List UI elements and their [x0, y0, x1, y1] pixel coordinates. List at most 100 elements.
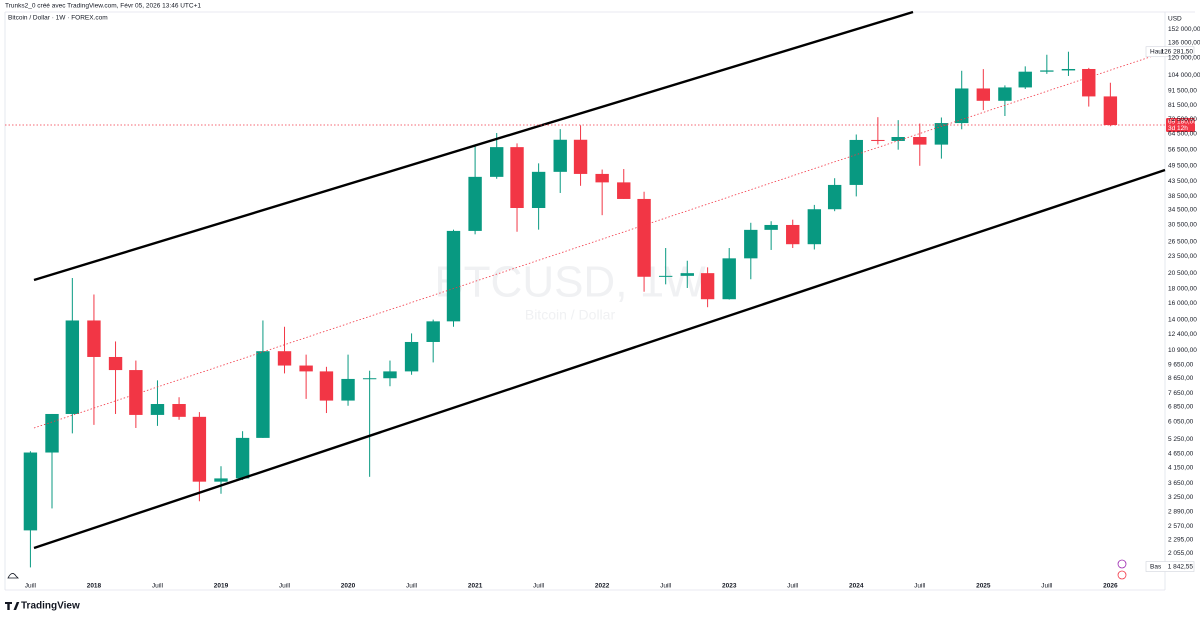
candle-body [23, 452, 38, 531]
candle-body [1082, 68, 1096, 97]
candle-body [192, 416, 207, 482]
candle-body [362, 378, 377, 380]
y-tick-label: 104 000,00 [1168, 72, 1200, 79]
candle-body [65, 320, 80, 414]
marker-label: 126 281,50 [1160, 48, 1193, 55]
candle-body [998, 87, 1012, 101]
channel-lower [33, 168, 1166, 550]
candle-body [235, 437, 250, 479]
candle-body [490, 147, 504, 177]
candle-body [807, 209, 822, 245]
event-icon[interactable] [1117, 570, 1127, 580]
icon [7, 573, 19, 579]
y-tick-label: 38 500,00 [1168, 193, 1197, 200]
candle-body [468, 176, 482, 231]
candle-body [637, 198, 651, 277]
x-tick-label: Juill [533, 583, 545, 590]
candle-body [129, 370, 143, 415]
candle-body [172, 404, 186, 417]
mid-line [33, 51, 1166, 429]
x-tick-label: Juill [152, 583, 164, 590]
candle-body [341, 378, 355, 401]
last-price-tag [1166, 118, 1195, 133]
y-tick-label: 16 000,00 [1168, 300, 1197, 307]
x-tick-label: Juill [406, 583, 418, 590]
candle-body [383, 371, 397, 379]
candle-body [680, 273, 694, 276]
candle-body [744, 229, 758, 259]
symbol-title: Bitcoin / Dollar · 1W · FOREX.com [8, 15, 108, 22]
countdown-label: 3d 12h [1168, 125, 1188, 132]
x-tick-label: 2026 [1103, 583, 1118, 590]
event-icon[interactable] [1117, 559, 1127, 569]
x-tick-label: Juill [787, 583, 799, 590]
candle-body [786, 224, 800, 245]
y-tick-label: 4 650,00 [1168, 451, 1194, 458]
candle-body [404, 341, 419, 372]
y-tick-label: 12 400,00 [1168, 331, 1197, 338]
y-tick-label: 6 050,00 [1168, 418, 1194, 425]
y-tick-label: 2 890,00 [1168, 508, 1194, 515]
y-tick-label: 4 150,00 [1168, 464, 1194, 471]
x-tick-label: 2021 [468, 583, 483, 590]
y-tick-label: 7 650,00 [1168, 390, 1194, 397]
y-tick-label: 3 250,00 [1168, 494, 1194, 501]
channel-upper [33, 10, 914, 282]
y-tick-label: 5 250,00 [1168, 436, 1194, 443]
y-tick-label: 10 900,00 [1168, 347, 1197, 354]
candle-body [827, 184, 842, 210]
y-tick-label: 43 500,00 [1168, 178, 1197, 185]
candle-body [214, 478, 228, 482]
last-price-label: 69 180,00 [1168, 119, 1197, 126]
marker-name: Bas [1150, 563, 1162, 570]
candle-body [446, 230, 461, 322]
candle-body [871, 139, 885, 141]
y-tick-label: 64 500,00 [1168, 130, 1197, 137]
currency: USD [1168, 16, 1182, 23]
candle-body [1040, 70, 1054, 72]
y-tick-label: 18 000,00 [1168, 286, 1197, 293]
y-tick-label: 20 500,00 [1168, 270, 1197, 277]
candle-body [934, 123, 949, 145]
x-tick-label: 2020 [341, 583, 356, 590]
candle-body [553, 139, 567, 172]
candle-body [849, 139, 863, 185]
y-tick-label: 72 500,00 [1168, 116, 1197, 123]
logo: TradingView [5, 601, 80, 612]
x-tick-label: Juill [279, 583, 291, 590]
marker-name: Haut [1150, 48, 1164, 55]
candle-body [277, 351, 292, 366]
y-tick-label: 2 055,00 [1168, 550, 1194, 557]
watermark: BTCUSD, 1W [434, 258, 706, 307]
y-tick-label: 6 850,00 [1168, 403, 1194, 410]
x-tick-label: Juill [660, 583, 672, 590]
candle-body [426, 321, 440, 342]
candles [23, 51, 1118, 568]
candle-body [87, 320, 101, 357]
y-tick-label: 2 570,00 [1168, 523, 1194, 530]
y-tick-label: 8 650,00 [1168, 375, 1194, 382]
candle-body [299, 365, 313, 372]
x-tick-label: Juill [1041, 583, 1053, 590]
y-tick-label: 3 650,00 [1168, 480, 1194, 487]
candle-body [108, 356, 123, 371]
marker-label: 1 842,55 [1168, 563, 1194, 570]
candle-body [150, 404, 165, 415]
candle-body [617, 182, 631, 199]
candle-body [256, 351, 270, 438]
x-tick-label: 2023 [722, 583, 737, 590]
brand: TradingView [21, 601, 80, 612]
candle-body [1018, 71, 1032, 88]
x-tick-label: 2022 [595, 583, 610, 590]
candle-body [955, 88, 969, 124]
y-tick-label: 81 500,00 [1168, 102, 1197, 109]
x-tick-label: Juill [25, 583, 37, 590]
y-tick-label: 2 295,00 [1168, 537, 1194, 544]
candle-body [573, 139, 588, 174]
y-tick-label: 49 500,00 [1168, 163, 1197, 170]
y-tick-label: 136 000,00 [1168, 39, 1200, 46]
candle-body [510, 147, 524, 209]
candle-body [976, 88, 991, 101]
